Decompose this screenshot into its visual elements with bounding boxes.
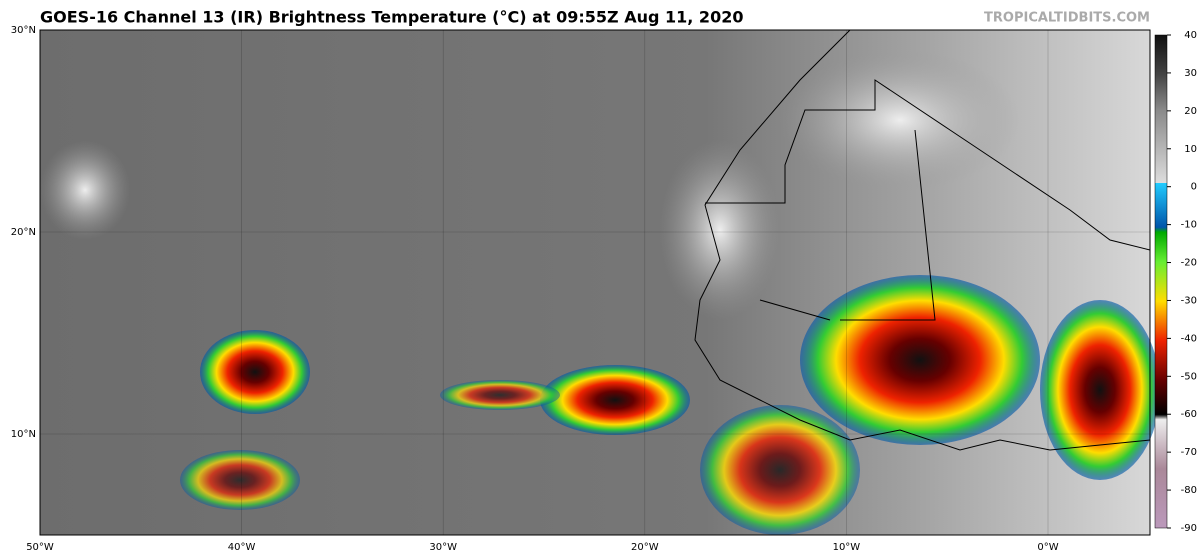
lat-label: 10°N: [11, 429, 36, 440]
cloud: [40, 140, 130, 240]
borders: [705, 79, 1151, 321]
colorbar-label: 10: [1184, 144, 1197, 155]
colorbar-label: -80: [1181, 485, 1197, 496]
map: [39, 29, 1160, 536]
colorbar-label: -40: [1181, 333, 1197, 344]
colorbar: [1154, 34, 1168, 529]
lon-label: 10°W: [833, 542, 861, 553]
colorbar-label: 0: [1191, 182, 1197, 193]
axes: 30°N 20°N 10°N 50°W 40°W 30°W 20°W 10°W 0°W: [11, 25, 1150, 553]
storm: [440, 380, 560, 410]
lon-label: 20°W: [631, 542, 659, 553]
coastline: [694, 29, 1151, 451]
cloud: [780, 50, 1020, 190]
colorbar-label: 30: [1184, 68, 1197, 79]
storm: [540, 365, 690, 435]
storm: [1040, 300, 1160, 480]
colorbar-label: -30: [1181, 295, 1197, 306]
storm: [200, 330, 310, 414]
lat-label: 30°N: [11, 25, 36, 36]
lon-label: 40°W: [228, 542, 256, 553]
storm: [700, 405, 860, 535]
colorbar-label: -50: [1181, 371, 1197, 382]
colorbar-label: -20: [1181, 258, 1197, 269]
title: GOES-16 Channel 13 (IR) Brightness Tempe…: [40, 8, 743, 27]
storm: [180, 450, 300, 510]
lon-label: 0°W: [1037, 542, 1058, 553]
colorbar-label: -90: [1181, 523, 1197, 534]
colorbar-label: -10: [1181, 220, 1197, 231]
source: TROPICALTIDBITS.COM: [984, 11, 1150, 26]
colorbar-ticks: 40 30 20 10 0 -10 -20 -30 -40 -50 -60 -70 -80 -90: [1167, 30, 1197, 534]
colorbar-label: 20: [1184, 106, 1197, 117]
colorbar-label: 40: [1184, 30, 1197, 41]
map-frame: [39, 29, 1151, 536]
cloud: [660, 140, 780, 320]
storm: [800, 275, 1040, 445]
colorbar-label: -70: [1181, 447, 1197, 458]
lat-label: 20°N: [11, 227, 36, 238]
colorbar-label: -60: [1181, 409, 1197, 420]
lon-label: 30°W: [429, 542, 457, 553]
lon-label: 50°W: [26, 542, 54, 553]
